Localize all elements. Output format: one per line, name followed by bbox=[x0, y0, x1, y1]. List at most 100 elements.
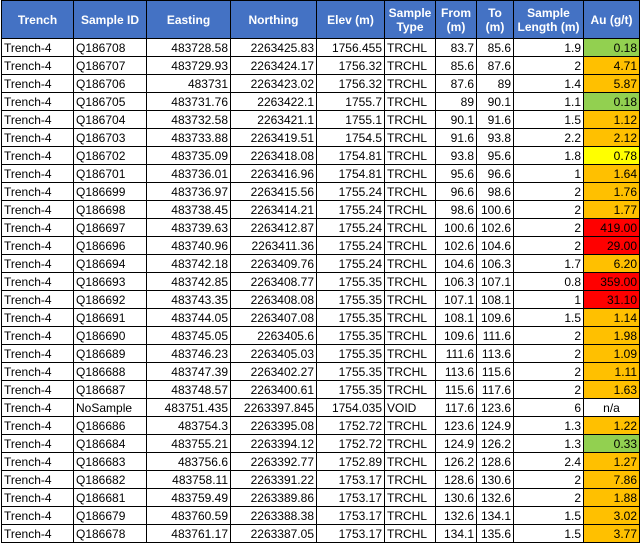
cell-easting: 483758.11 bbox=[146, 470, 231, 489]
cell-sample-length: 1 bbox=[513, 164, 584, 183]
cell-au: 3.02 bbox=[583, 506, 640, 525]
table-row: Trench-4 Q186689 483746.23 2263405.03 1755.3… bbox=[1, 344, 640, 363]
cell-sample-length: 1.3 bbox=[513, 434, 584, 453]
cell-from: 123.6 bbox=[435, 416, 477, 435]
cell-sample-type: TRCHL bbox=[384, 488, 436, 507]
table-row: Trench-4 Q186703 483733.88 2263419.51 1754.5… bbox=[1, 128, 640, 147]
cell-to: 117.6 bbox=[476, 380, 514, 399]
cell-sample-id: Q186684 bbox=[73, 434, 147, 453]
cell-from: 124.9 bbox=[435, 434, 477, 453]
cell-sample-id: Q186708 bbox=[73, 38, 147, 57]
table-row: Trench-4 Q186688 483747.39 2263402.27 1755.3… bbox=[1, 362, 640, 381]
cell-trench: Trench-4 bbox=[1, 326, 74, 345]
cell-easting: 483743.35 bbox=[146, 290, 231, 309]
cell-elev: 1755.35 bbox=[316, 326, 385, 345]
cell-sample-id: Q186707 bbox=[73, 56, 147, 75]
header-au: Au (g/t) bbox=[583, 0, 640, 39]
cell-sample-type: TRCHL bbox=[384, 290, 436, 309]
table-body: Trench-4 Q186708 483728.58 2263425.83 1756.4… bbox=[1, 38, 640, 543]
cell-elev: 1755.24 bbox=[316, 182, 385, 201]
cell-elev: 1755.35 bbox=[316, 308, 385, 327]
cell-sample-length: 1 bbox=[513, 290, 584, 309]
cell-sample-type: TRCHL bbox=[384, 110, 436, 129]
cell-to: 95.6 bbox=[476, 146, 514, 165]
cell-trench: Trench-4 bbox=[1, 128, 74, 147]
cell-elev: 1755.35 bbox=[316, 272, 385, 291]
cell-from: 93.8 bbox=[435, 146, 477, 165]
cell-to: 108.1 bbox=[476, 290, 514, 309]
cell-au: 2.12 bbox=[583, 128, 640, 147]
cell-sample-type: TRCHL bbox=[384, 128, 436, 147]
cell-au: 1.11 bbox=[583, 362, 640, 381]
cell-northing: 2263424.17 bbox=[230, 56, 317, 75]
header-from: From (m) bbox=[435, 0, 477, 39]
cell-sample-id: Q186683 bbox=[73, 452, 147, 471]
cell-elev: 1755.35 bbox=[316, 290, 385, 309]
table-row: Trench-4 Q186705 483731.76 2263422.1 1755.7 T… bbox=[1, 92, 640, 111]
cell-to: 106.3 bbox=[476, 254, 514, 273]
cell-sample-type: TRCHL bbox=[384, 470, 436, 489]
cell-trench: Trench-4 bbox=[1, 434, 74, 453]
table-row: Trench-4 Q186697 483739.63 2263412.87 1755.2… bbox=[1, 218, 640, 237]
cell-easting: 483732.58 bbox=[146, 110, 231, 129]
cell-sample-id: Q186706 bbox=[73, 74, 147, 93]
cell-elev: 1756.32 bbox=[316, 74, 385, 93]
cell-easting: 483756.6 bbox=[146, 452, 231, 471]
cell-to: 100.6 bbox=[476, 200, 514, 219]
cell-from: 100.6 bbox=[435, 218, 477, 237]
header-sample-type: Sample Type bbox=[384, 0, 436, 39]
cell-northing: 2263408.08 bbox=[230, 290, 317, 309]
header-sample-id: Sample ID bbox=[73, 0, 147, 39]
cell-northing: 2263418.08 bbox=[230, 146, 317, 165]
cell-northing: 2263414.21 bbox=[230, 200, 317, 219]
cell-elev: 1755.35 bbox=[316, 362, 385, 381]
cell-sample-type: TRCHL bbox=[384, 38, 436, 57]
cell-elev: 1756.455 bbox=[316, 38, 385, 57]
cell-sample-type: TRCHL bbox=[384, 326, 436, 345]
cell-sample-length: 2 bbox=[513, 326, 584, 345]
cell-sample-type: TRCHL bbox=[384, 380, 436, 399]
cell-sample-type: TRCHL bbox=[384, 92, 436, 111]
cell-sample-type: TRCHL bbox=[384, 434, 436, 453]
table-row: Trench-4 Q186704 483732.58 2263421.1 1755.1 T… bbox=[1, 110, 640, 129]
cell-northing: 2263397.845 bbox=[230, 398, 317, 417]
cell-elev: 1752.72 bbox=[316, 416, 385, 435]
cell-trench: Trench-4 bbox=[1, 308, 74, 327]
cell-sample-length: 1.3 bbox=[513, 416, 584, 435]
cell-to: 91.6 bbox=[476, 110, 514, 129]
cell-sample-id: Q186682 bbox=[73, 470, 147, 489]
cell-au: 419.00 bbox=[583, 218, 640, 237]
cell-elev: 1753.17 bbox=[316, 506, 385, 525]
cell-sample-id: Q186696 bbox=[73, 236, 147, 255]
cell-easting: 483745.05 bbox=[146, 326, 231, 345]
cell-northing: 2263415.56 bbox=[230, 182, 317, 201]
table-row: Trench-4 Q186679 483760.59 2263388.38 1753.1… bbox=[1, 506, 640, 525]
header-northing: Northing bbox=[230, 0, 317, 39]
cell-sample-id: Q186704 bbox=[73, 110, 147, 129]
cell-au: 5.87 bbox=[583, 74, 640, 93]
cell-from: 85.6 bbox=[435, 56, 477, 75]
cell-northing: 2263387.05 bbox=[230, 524, 317, 543]
cell-trench: Trench-4 bbox=[1, 344, 74, 363]
cell-easting: 483744.05 bbox=[146, 308, 231, 327]
header-sample-length: Sample Length (m) bbox=[513, 0, 584, 39]
cell-au: 1.63 bbox=[583, 380, 640, 399]
cell-from: 98.6 bbox=[435, 200, 477, 219]
cell-trench: Trench-4 bbox=[1, 236, 74, 255]
cell-sample-length: 1.9 bbox=[513, 38, 584, 57]
cell-sample-length: 1.5 bbox=[513, 308, 584, 327]
cell-sample-type: TRCHL bbox=[384, 200, 436, 219]
cell-northing: 2263395.08 bbox=[230, 416, 317, 435]
cell-au: 1.27 bbox=[583, 452, 640, 471]
cell-to: 132.6 bbox=[476, 488, 514, 507]
cell-trench: Trench-4 bbox=[1, 146, 74, 165]
cell-au: 1.98 bbox=[583, 326, 640, 345]
cell-northing: 2263400.61 bbox=[230, 380, 317, 399]
cell-sample-type: TRCHL bbox=[384, 56, 436, 75]
table-row: Trench-4 Q186692 483743.35 2263408.08 1755.3… bbox=[1, 290, 640, 309]
cell-sample-id: Q186697 bbox=[73, 218, 147, 237]
cell-sample-id: NoSample bbox=[73, 398, 147, 417]
cell-sample-length: 1.1 bbox=[513, 92, 584, 111]
table-row: Trench-4 Q186701 483736.01 2263416.96 1754.8… bbox=[1, 164, 640, 183]
